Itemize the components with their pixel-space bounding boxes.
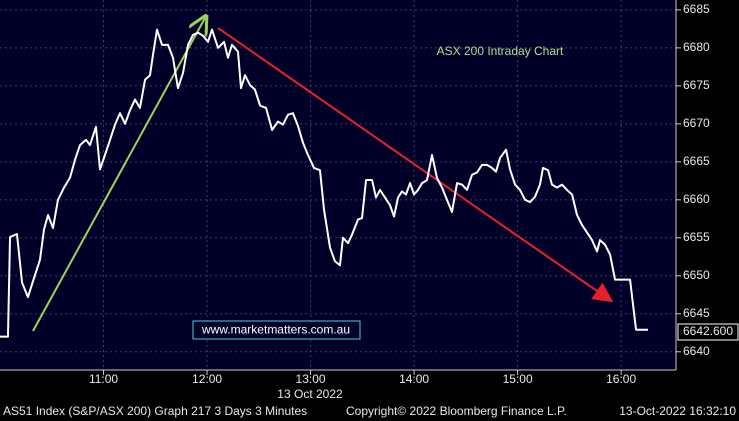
plot-area <box>0 0 676 370</box>
y-tick-label: 6675 <box>683 78 710 92</box>
last-price-box <box>677 323 739 341</box>
x-tick-label: 13:00 <box>296 372 326 386</box>
y-tick-label: 6655 <box>683 230 710 244</box>
x-tick-label: 14:00 <box>399 372 429 386</box>
y-tick-label: 6670 <box>683 116 710 130</box>
footer-right: 13-Oct-2022 16:32:10 <box>619 404 736 418</box>
y-tick-label: 6680 <box>683 40 710 54</box>
x-tick-label: 11:00 <box>89 372 118 386</box>
watermark-box <box>192 320 361 340</box>
y-tick-label: 6685 <box>683 2 710 16</box>
footer-center: Copyright© 2022 Bloomberg Finance L.P. <box>346 404 567 418</box>
x-tick-label: 12:00 <box>192 372 222 386</box>
date-label: 13 Oct 2022 <box>277 387 343 401</box>
footer-left: AS51 Index (S&P/ASX 200) Graph 217 3 Day… <box>3 404 307 418</box>
trend-arrow-down <box>217 27 614 303</box>
grid <box>0 0 676 370</box>
y-tick-label: 6640 <box>683 344 710 358</box>
price-line <box>0 28 649 338</box>
y-tick-label: 6650 <box>683 268 710 282</box>
x-tick-label: 16:00 <box>606 372 636 386</box>
y-tick-label: 6665 <box>683 154 710 168</box>
x-tick-label: 15:00 <box>503 372 533 386</box>
y-tick-label: 6660 <box>683 192 710 206</box>
trend-arrow-up <box>32 18 205 332</box>
annotation: ASX 200 Intraday Chart <box>437 44 564 58</box>
watermark: www.marketmatters.com.au <box>201 323 350 337</box>
y-tick-label: 6645 <box>683 306 710 320</box>
last-price-label: 6642.600 <box>683 324 733 338</box>
